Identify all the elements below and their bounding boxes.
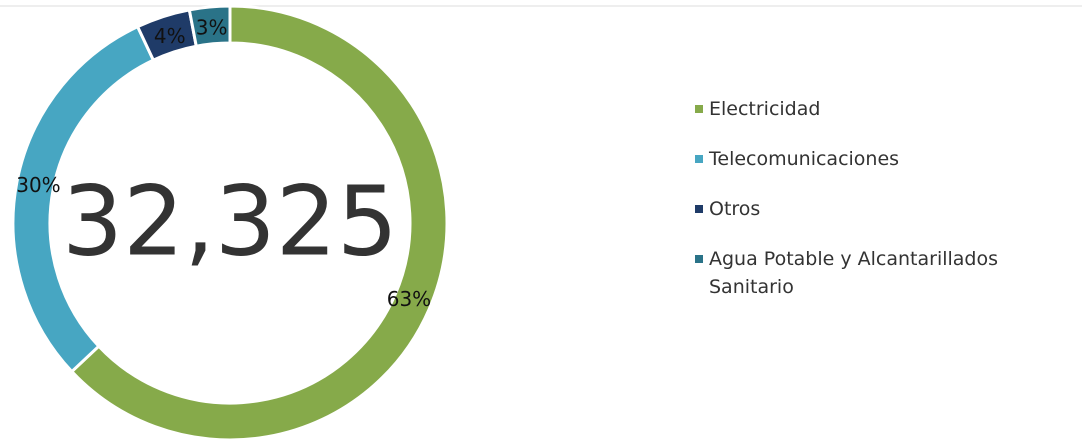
- legend-item: Electricidad: [695, 95, 1075, 123]
- legend-label: Electricidad: [709, 98, 821, 120]
- center-total: 32,325: [62, 165, 398, 277]
- donut-segment: [187, 4, 232, 48]
- legend-swatch: [695, 105, 703, 113]
- legend-label: Otros: [709, 198, 761, 220]
- legend-item: Telecomunicaciones: [695, 145, 1075, 173]
- legend-swatch: [695, 205, 703, 213]
- legend-swatch: [695, 155, 703, 163]
- legend-item: Agua Potable y Alcantarillados Sanitario: [695, 245, 1075, 301]
- data-label: 4%: [154, 24, 186, 48]
- data-label: 3%: [196, 15, 228, 39]
- data-label: 30%: [16, 173, 60, 197]
- legend-swatch: [695, 255, 703, 263]
- legend-item: Otros: [695, 195, 1075, 223]
- legend: Electricidad Telecomunicaciones Otros Agua …: [695, 95, 1075, 323]
- donut-segment: [69, 4, 449, 441]
- data-label: 63%: [387, 287, 431, 311]
- legend-label: Agua Potable y Alcantarillados Sanitario: [709, 248, 999, 298]
- legend-label: Telecomunicaciones: [709, 148, 900, 170]
